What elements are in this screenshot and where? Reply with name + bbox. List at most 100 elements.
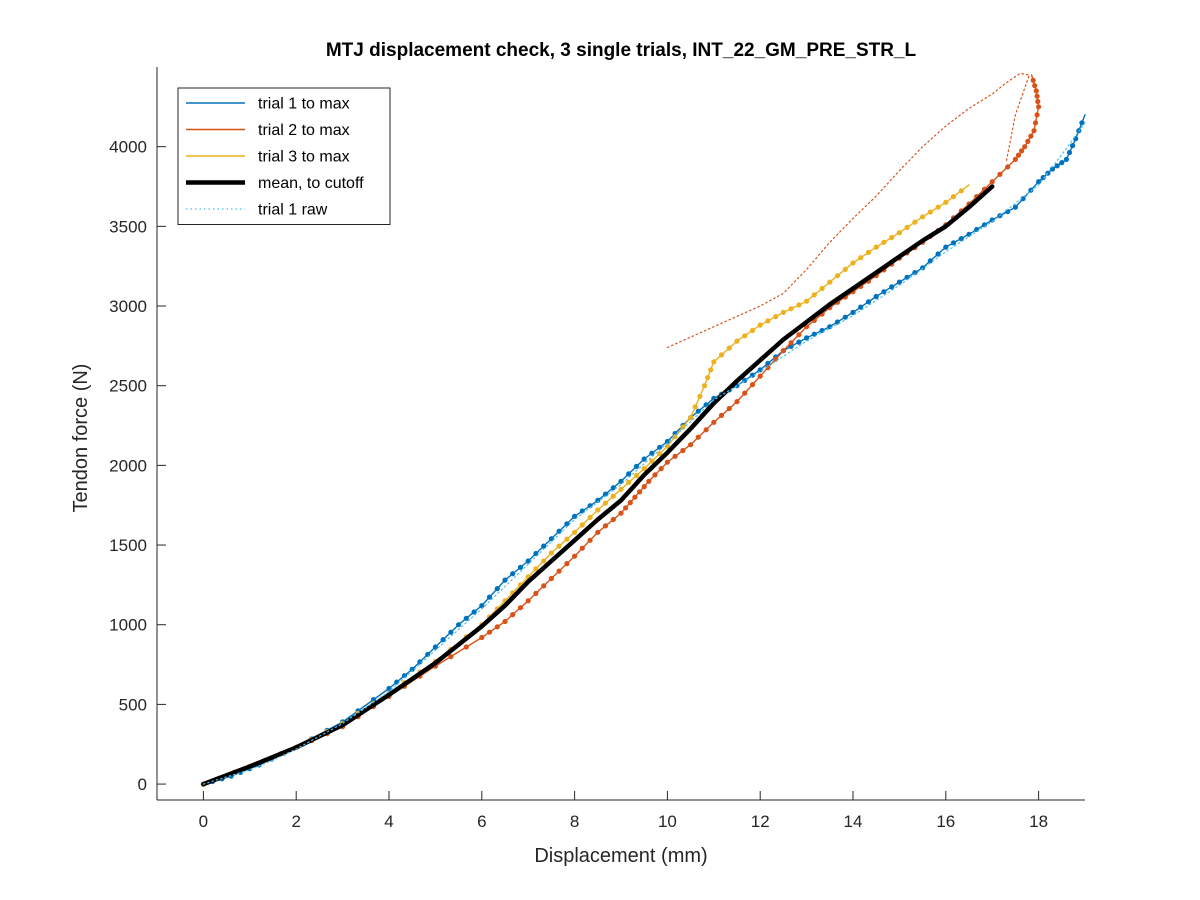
data-point: [386, 685, 392, 692]
legend-label: trial 1 to max: [258, 96, 350, 113]
data-point: [705, 375, 711, 381]
data-point: [572, 513, 578, 520]
data-point: [618, 510, 624, 516]
data-point: [680, 424, 686, 430]
data-point: [920, 265, 926, 271]
legend-label: mean, to cutoff: [258, 175, 364, 192]
data-point: [525, 598, 531, 604]
data-point: [773, 314, 779, 320]
data-point: [626, 471, 632, 477]
data-point: [889, 284, 895, 290]
data-point: [572, 529, 578, 535]
data-point: [1028, 187, 1034, 193]
data-point: [657, 444, 663, 450]
data-point: [633, 472, 640, 479]
data-point: [649, 450, 655, 456]
data-point: [827, 279, 833, 285]
data-point: [850, 309, 856, 315]
data-point: [432, 644, 438, 650]
data-point: [1049, 166, 1056, 172]
data-point: [525, 558, 531, 564]
data-point: [692, 404, 698, 410]
data-point: [1054, 163, 1060, 169]
data-point: [533, 590, 539, 597]
data-point: [463, 615, 469, 621]
data-point: [672, 453, 678, 459]
data-point: [394, 679, 400, 685]
data-point: [765, 318, 771, 324]
data-point: [541, 543, 547, 549]
data-point: [912, 270, 918, 276]
data-point: [1015, 152, 1022, 158]
data-point: [494, 624, 500, 630]
data-point: [896, 230, 903, 236]
y-tick-label: 1000: [109, 616, 147, 635]
data-point: [858, 304, 864, 310]
y-tick-label: 4000: [109, 138, 147, 157]
data-point: [742, 333, 748, 339]
data-point: [502, 577, 508, 583]
data-point: [780, 309, 787, 315]
data-point: [1066, 149, 1073, 156]
data-point: [788, 306, 794, 312]
data-point: [912, 219, 918, 225]
plot-area: [200, 72, 1086, 787]
data-point: [517, 564, 524, 571]
data-point: [1005, 164, 1011, 170]
data-point: [502, 618, 508, 625]
data-point: [1012, 156, 1019, 162]
data-point: [742, 390, 748, 396]
data-point: [664, 443, 671, 449]
x-tick-label: 4: [384, 812, 393, 831]
data-point: [579, 522, 585, 528]
y-tick-label: 3500: [109, 217, 147, 236]
data-point: [819, 327, 825, 334]
data-point: [610, 485, 616, 491]
data-point: [749, 382, 756, 388]
data-point: [541, 583, 547, 589]
data-point: [1028, 133, 1034, 139]
data-point: [950, 240, 957, 246]
data-point: [765, 365, 771, 371]
data-point: [641, 456, 647, 462]
x-tick-label: 14: [844, 812, 863, 831]
data-point: [718, 412, 725, 418]
y-tick-label: 2000: [109, 456, 147, 475]
data-point: [657, 451, 663, 457]
data-point: [627, 500, 633, 506]
data-point: [695, 434, 701, 440]
data-point: [1063, 156, 1069, 162]
data-point: [658, 466, 664, 472]
series-line-3: [202, 184, 970, 785]
data-point: [602, 491, 609, 497]
data-point: [646, 478, 652, 484]
data-point: [456, 622, 462, 628]
data-point: [796, 339, 802, 345]
data-point: [602, 523, 609, 529]
data-point: [479, 603, 485, 609]
data-point: [652, 472, 658, 478]
data-point: [548, 575, 555, 582]
data-point: [804, 335, 810, 341]
data-point: [958, 188, 964, 194]
x-tick-label: 6: [477, 812, 486, 831]
legend: trial 1 to max trial 2 to max trial 3 to m…: [177, 87, 391, 225]
y-axis-label: Tendon force (N): [70, 364, 92, 513]
data-point: [637, 489, 643, 495]
data-point: [1031, 128, 1037, 134]
data-point: [587, 537, 593, 543]
data-point: [680, 447, 686, 454]
data-point: [881, 239, 887, 245]
legend-label: trial 1 raw: [258, 202, 328, 219]
data-point: [943, 244, 949, 250]
data-point: [626, 479, 632, 485]
data-point: [632, 494, 638, 500]
data-point: [989, 179, 995, 185]
data-point: [734, 338, 740, 344]
x-tick-label: 2: [291, 812, 300, 831]
data-point: [1032, 83, 1038, 89]
data-point: [370, 697, 377, 703]
data-point: [510, 612, 516, 618]
data-point: [517, 605, 524, 611]
y-tick-label: 3000: [109, 297, 147, 316]
